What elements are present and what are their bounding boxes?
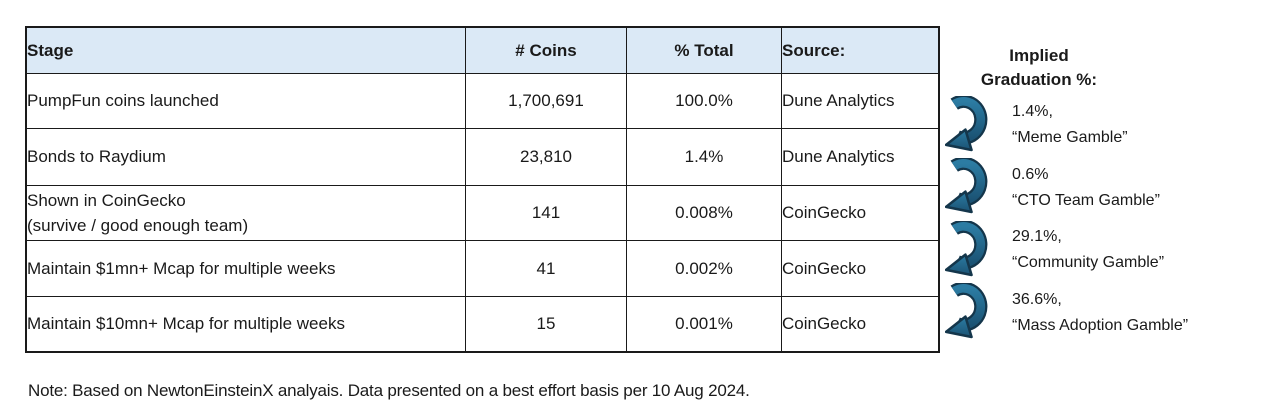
graduation-value: 0.6% <box>1012 166 1049 183</box>
cell-stage-line1: Shown in CoinGecko <box>27 191 186 210</box>
table-header-row: Stage # Coins % Total Source: <box>25 26 940 74</box>
graduation-value: 36.6%, <box>1012 291 1062 308</box>
table-row: PumpFun coins launched 1,700,691 100.0% … <box>25 73 940 129</box>
cell-source: Dune Analytics <box>781 128 940 186</box>
cell-source: Dune Analytics <box>781 73 940 129</box>
graduation-label: “Meme Gamble” <box>1012 129 1128 146</box>
cell-coins: 1,700,691 <box>465 73 627 129</box>
cell-source: CoinGecko <box>781 185 940 241</box>
header-pct: % Total <box>626 26 782 74</box>
cell-pct: 0.002% <box>626 240 782 297</box>
cell-source: CoinGecko <box>781 240 940 297</box>
cell-stage: Bonds to Raydium <box>25 128 466 186</box>
cell-coins: 41 <box>465 240 627 297</box>
cell-stage: Maintain $10mn+ Mcap for multiple weeks <box>25 296 466 352</box>
header-source: Source: <box>781 26 940 74</box>
cell-pct: 100.0% <box>626 73 782 129</box>
curved-arrow-icon <box>945 96 993 153</box>
cell-coins: 23,810 <box>465 128 627 186</box>
graduation-label: “Community Gamble” <box>1012 254 1165 271</box>
cell-stage-line2: (survive / good enough team) <box>27 216 249 235</box>
curved-arrow-icon <box>945 283 993 340</box>
implied-graduation-title-line1: Implied <box>1009 46 1069 65</box>
graduation-value: 29.1%, <box>1012 228 1062 245</box>
cell-pct: 1.4% <box>626 128 782 186</box>
cell-pct: 0.001% <box>626 296 782 352</box>
curved-arrow-icon <box>945 158 993 215</box>
implied-graduation-title-line2: Graduation %: <box>980 70 1098 89</box>
table-row: Shown in CoinGecko (survive / good enoug… <box>25 185 940 241</box>
cell-coins: 15 <box>465 296 627 352</box>
cell-stage: PumpFun coins launched <box>25 73 466 129</box>
curved-arrow-icon <box>945 221 993 278</box>
header-coins: # Coins <box>465 26 627 74</box>
graduation-item: 1.4%, “Meme Gamble” <box>1012 99 1262 151</box>
cell-coins: 141 <box>465 185 627 241</box>
table-row: Maintain $1mn+ Mcap for multiple weeks 4… <box>25 240 940 297</box>
graduation-item: 36.6%, “Mass Adoption Gamble” <box>1012 287 1262 339</box>
table-row: Maintain $10mn+ Mcap for multiple weeks … <box>25 296 940 352</box>
table-row: Bonds to Raydium 23,810 1.4% Dune Analyt… <box>25 128 940 186</box>
cell-source: CoinGecko <box>781 296 940 352</box>
footnote: Note: Based on NewtonEinsteinX analyais.… <box>28 381 750 400</box>
header-stage: Stage <box>25 26 466 74</box>
graduation-item: 0.6% “CTO Team Gamble” <box>1012 162 1262 214</box>
graduation-item: 29.1%, “Community Gamble” <box>1012 224 1262 276</box>
graduation-label: “CTO Team Gamble” <box>1012 192 1160 209</box>
cell-pct: 0.008% <box>626 185 782 241</box>
funnel-table: Stage # Coins % Total Source: PumpFun co… <box>25 26 940 353</box>
cell-stage: Maintain $1mn+ Mcap for multiple weeks <box>25 240 466 297</box>
graduation-label: “Mass Adoption Gamble” <box>1012 317 1189 334</box>
graduation-value: 1.4%, <box>1012 103 1053 120</box>
cell-stage: Shown in CoinGecko (survive / good enoug… <box>25 185 466 241</box>
implied-graduation-title: Implied Graduation %: <box>950 44 1128 92</box>
